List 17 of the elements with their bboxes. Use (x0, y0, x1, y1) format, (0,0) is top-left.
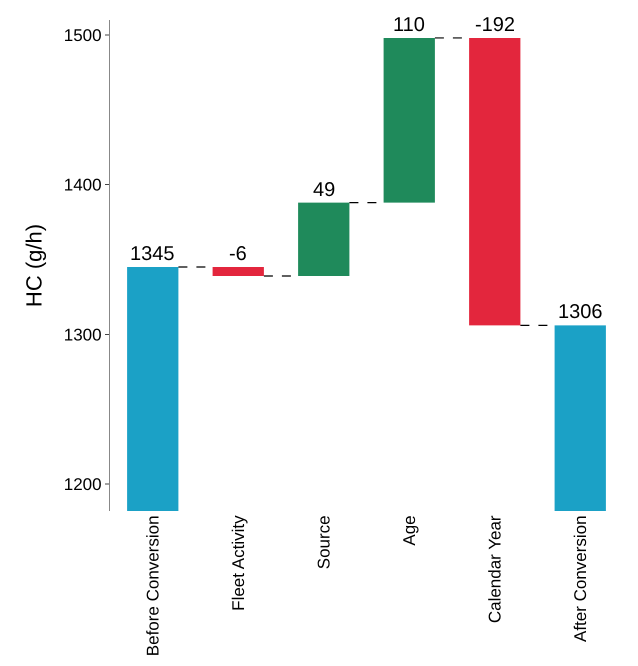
x-tick-label: After Conversion (570, 515, 590, 642)
y-tick-label: 1200 (64, 475, 102, 494)
data-label: -6 (229, 243, 247, 265)
y-axis-title: HC (g/h) (22, 224, 47, 308)
x-tick-label: Before Conversion (143, 515, 162, 656)
y-tick-label: 1400 (64, 176, 102, 195)
data-label: 49 (313, 179, 336, 201)
data-label: 1345 (130, 243, 174, 265)
x-tick-label: Age (400, 515, 419, 546)
data-label: 1306 (558, 301, 602, 323)
x-tick-label: Source (314, 515, 334, 570)
x-tick-label: Fleet Activity (228, 514, 248, 611)
y-tick-label: 1300 (64, 325, 102, 344)
y-tick-label: 1500 (64, 26, 102, 45)
data-label: -192 (475, 14, 516, 36)
x-tick-label: Calendar Year (485, 515, 504, 624)
data-label: 110 (393, 14, 425, 36)
